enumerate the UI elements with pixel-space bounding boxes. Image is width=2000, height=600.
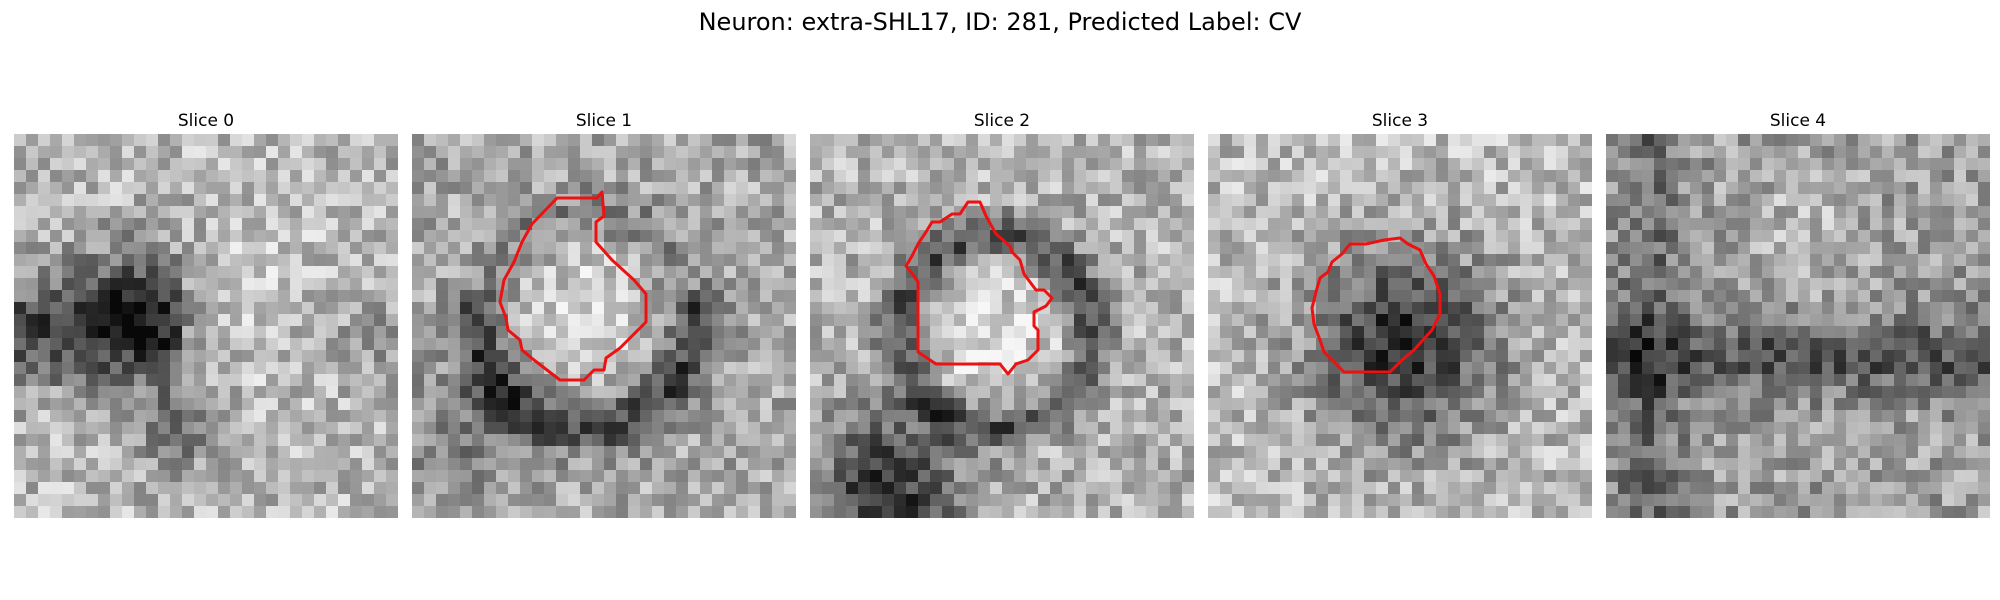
slice-title-4: Slice 4 bbox=[1769, 111, 1827, 131]
slice-title-3: Slice 3 bbox=[1371, 111, 1429, 131]
slice-image-3 bbox=[1208, 134, 1592, 518]
slice-image-0 bbox=[14, 134, 398, 518]
slice-panel-2: Slice 2 bbox=[810, 108, 1194, 518]
vesicle-contour-1 bbox=[498, 190, 648, 382]
vesicle-contour-3 bbox=[1310, 236, 1442, 374]
slice-panel-3: Slice 3 bbox=[1208, 108, 1592, 518]
slice-panel-1: Slice 1 bbox=[412, 108, 796, 518]
vesicle-contour-2 bbox=[904, 200, 1054, 376]
slice-title-2: Slice 2 bbox=[973, 111, 1031, 131]
slice-panel-4: Slice 4 bbox=[1606, 108, 1990, 518]
slice-title-0: Slice 0 bbox=[177, 111, 235, 131]
slice-image-4 bbox=[1606, 134, 1990, 518]
slice-panel-0: Slice 0 bbox=[14, 108, 398, 518]
slice-title-1: Slice 1 bbox=[575, 111, 633, 131]
figure-title: Neuron: extra-SHL17, ID: 281, Predicted … bbox=[698, 8, 1302, 36]
slice-image-1 bbox=[412, 134, 796, 518]
slice-image-2 bbox=[810, 134, 1194, 518]
